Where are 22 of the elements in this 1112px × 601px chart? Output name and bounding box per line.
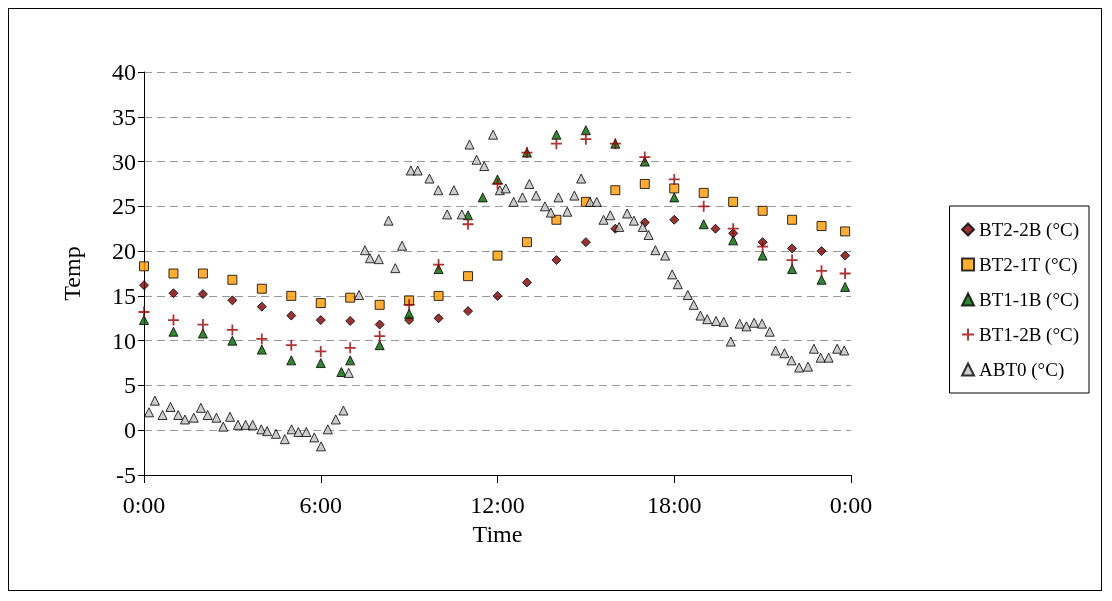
legend-label: BT2-2B (°C) bbox=[979, 219, 1080, 241]
y-tick-label: 25 bbox=[112, 193, 136, 220]
legend-label: BT1-2B (°C) bbox=[979, 324, 1080, 346]
y-tick-label: 10 bbox=[112, 327, 136, 354]
y-tick-label: 20 bbox=[112, 238, 136, 265]
y-axis-title: Temp bbox=[59, 246, 85, 301]
legend-label: BT1-1B (°C) bbox=[979, 289, 1080, 311]
x-tick-label: 6:00 bbox=[299, 492, 343, 518]
y-tick-label: 30 bbox=[112, 148, 136, 175]
x-tick-label: 0:00 bbox=[122, 492, 166, 518]
y-tick-label: 35 bbox=[112, 103, 136, 130]
legend-label: BT2-1T (°C) bbox=[979, 254, 1078, 276]
y-tick-label: 0 bbox=[124, 417, 136, 444]
y-tick-label: -5 bbox=[116, 462, 136, 488]
x-tick-label: 0:00 bbox=[829, 492, 873, 518]
x-axis-title: Time bbox=[472, 520, 523, 547]
x-tick-label: 12:00 bbox=[470, 492, 525, 518]
y-tick-label: 40 bbox=[112, 59, 136, 85]
legend-label: ABT0 (°C) bbox=[979, 359, 1065, 381]
y-tick-label: 15 bbox=[112, 282, 136, 309]
x-tick-label: 18:00 bbox=[646, 492, 702, 518]
y-tick-label: 5 bbox=[124, 372, 136, 399]
